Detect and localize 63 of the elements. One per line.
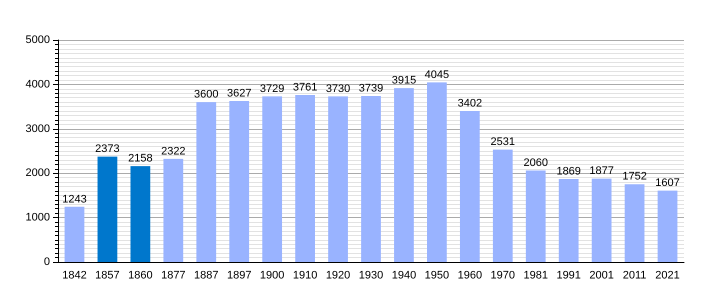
- bar: [592, 178, 612, 262]
- y-tick-label: 0: [44, 256, 50, 268]
- data-label: 3627: [226, 87, 252, 100]
- bar: [526, 170, 546, 262]
- bar: [624, 184, 644, 262]
- data-label: 3915: [392, 74, 416, 87]
- x-tick-label: 2011: [622, 270, 646, 282]
- x-tick-label: 1981: [523, 270, 548, 282]
- data-label: 2322: [161, 145, 186, 158]
- x-tick-label: 1897: [226, 270, 252, 282]
- bar: [196, 102, 216, 262]
- x-tick-label: 2021: [655, 270, 680, 282]
- data-label: 2531: [490, 136, 516, 148]
- bar: [328, 96, 348, 262]
- x-tick-label: 1920: [326, 270, 350, 282]
- y-tick-label: 4000: [26, 78, 50, 90]
- data-label: 2060: [523, 157, 548, 170]
- bar: [492, 150, 513, 262]
- data-label: 1752: [622, 170, 647, 183]
- x-tick-label: 1991: [556, 270, 581, 282]
- data-label: 1869: [556, 166, 581, 178]
- bar: [64, 206, 84, 262]
- bar: [130, 166, 150, 262]
- data-label: 3402: [458, 97, 482, 110]
- x-tick-label: 1970: [490, 270, 516, 282]
- data-label: 2373: [95, 143, 120, 156]
- x-tick-label: 1910: [292, 270, 318, 282]
- x-tick-label: 2001: [589, 270, 614, 282]
- data-label: 1607: [655, 177, 680, 190]
- y-tick-label: 3000: [26, 122, 50, 135]
- x-tick-label: 1857: [95, 270, 120, 282]
- bar: [295, 95, 315, 262]
- x-tick-label: 1930: [358, 270, 384, 282]
- bar: [163, 158, 184, 262]
- data-label: 2158: [128, 152, 153, 165]
- y-tick-label: 1000: [26, 212, 50, 224]
- bar: [262, 96, 282, 262]
- data-label: 3761: [292, 82, 318, 94]
- data-label: 3730: [326, 82, 350, 95]
- x-tick-label: 1842: [62, 270, 87, 282]
- data-label: 3739: [358, 82, 384, 94]
- bar: [558, 179, 579, 262]
- data-label: 1877: [589, 165, 614, 178]
- data-label: 4045: [424, 68, 450, 81]
- x-tick-label: 1960: [458, 270, 482, 282]
- data-label: 3600: [194, 88, 219, 101]
- x-tick-label: 1900: [260, 270, 284, 282]
- bar: [98, 156, 118, 262]
- y-tick-label: 5000: [26, 34, 50, 46]
- bar: [229, 100, 250, 262]
- y-tick-label: 2000: [26, 167, 50, 180]
- x-tick-label: 1877: [161, 270, 186, 282]
- x-tick-label: 1940: [392, 270, 416, 282]
- bar: [460, 110, 480, 262]
- x-tick-label: 1950: [424, 270, 450, 282]
- bar: [658, 190, 678, 262]
- bar: [394, 88, 414, 262]
- data-label: 3729: [260, 82, 284, 95]
- bar: [427, 82, 447, 262]
- x-tick-label: 1887: [194, 270, 219, 282]
- x-tick-label: 1860: [128, 270, 153, 282]
- bar: [361, 96, 381, 262]
- data-label: 1243: [62, 193, 87, 206]
